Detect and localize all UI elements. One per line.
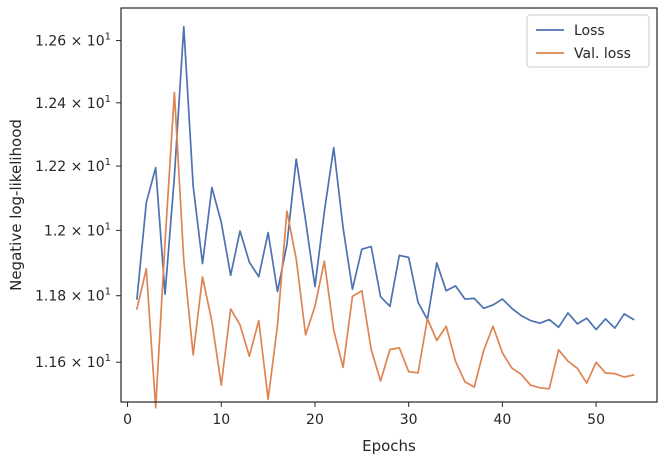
x-tick-label: 10: [212, 412, 230, 428]
x-tick-label: 50: [587, 412, 605, 428]
y-tick-label: 1.22 × 101: [35, 157, 111, 175]
x-tick-label: 40: [493, 412, 511, 428]
y-tick-label: 1.18 × 101: [35, 287, 111, 305]
legend: Loss Val. loss: [526, 14, 650, 68]
series-line-val-loss: [136, 91, 635, 409]
axes-frame: [120, 7, 658, 403]
legend-label: Loss: [574, 23, 605, 39]
y-tick-label: 1.24 × 101: [35, 94, 111, 112]
y-tick-label: 1.26 × 101: [35, 32, 111, 50]
x-tick-label: 30: [400, 412, 418, 428]
legend-box: [526, 14, 650, 68]
x-axis: 0 10 20 30 40 50: [123, 402, 605, 428]
series-line-loss: [136, 25, 635, 331]
series-layer: [136, 25, 635, 409]
x-axis-label: Epochs: [362, 437, 416, 455]
x-tick-label: 0: [123, 412, 132, 428]
y-axis-label: Negative log-likelihood: [7, 119, 25, 291]
y-tick-label: 1.2 × 101: [44, 221, 111, 239]
x-tick-label: 20: [306, 412, 324, 428]
y-axis: 1.16 × 101 1.18 × 101 1.2 × 101 1.22 × 101 1…: [35, 32, 121, 371]
legend-label: Val. loss: [574, 46, 631, 62]
y-tick-label: 1.16 × 101: [35, 353, 111, 371]
